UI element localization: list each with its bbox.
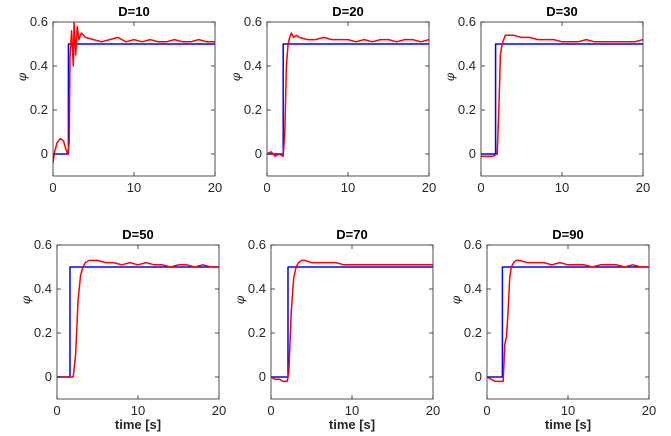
y-tick-label: 0.2: [248, 325, 266, 340]
x-tick-label: 10: [131, 403, 145, 418]
y-tick-label: 0.2: [34, 325, 52, 340]
y-tick-label: 0.6: [458, 14, 476, 29]
y-tick-label: 0.2: [30, 102, 48, 117]
x-axis-label: time [s]: [115, 417, 161, 432]
y-tick-label: 0.4: [464, 281, 482, 296]
x-tick-label: 0: [483, 403, 490, 418]
y-tick-label: 0.4: [34, 281, 52, 296]
response-line: [267, 32, 429, 157]
plot-area: [271, 245, 433, 399]
reference-step-line: [53, 43, 215, 155]
reference-step-line: [271, 266, 433, 378]
reference-step-line: [481, 43, 643, 155]
plot-area: [53, 22, 215, 176]
y-tick-label: 0.4: [248, 281, 266, 296]
y-axis-label: φ: [449, 295, 463, 304]
x-axis-label: time [s]: [545, 417, 591, 432]
x-tick-label: 0: [53, 403, 60, 418]
y-tick-label: 0.2: [458, 102, 476, 117]
response-line: [487, 259, 649, 383]
chart-title: D=50: [122, 227, 153, 242]
y-tick-label: 0: [259, 369, 266, 384]
x-tick-label: 0: [477, 180, 484, 195]
y-tick-label: 0.2: [464, 325, 482, 340]
y-tick-label: 0.4: [244, 58, 262, 73]
chart-panel-2: 0 10 20 0 0.2 0.4 0.6 D=20 φ: [229, 4, 436, 195]
response-line: [53, 22, 215, 163]
chart-title: D=10: [118, 4, 149, 19]
y-tick-label: 0.4: [30, 58, 48, 73]
x-axis-label: time [s]: [329, 417, 375, 432]
plot-area: [267, 22, 429, 176]
x-tick-label: 20: [212, 403, 226, 418]
chart-panel-4: 0 10 20 0 0.2 0.4 0.6 D=50 φ time [s]: [19, 227, 226, 432]
response-line: [481, 34, 643, 157]
y-tick-label: 0: [45, 369, 52, 384]
chart-panel-5: 0 10 20 0 0.2 0.4 0.6 D=70 φ time [s]: [233, 227, 440, 432]
y-axis-label: φ: [233, 295, 247, 304]
chart-title: D=70: [336, 227, 367, 242]
x-tick-label: 10: [555, 180, 569, 195]
response-line: [57, 259, 219, 378]
x-tick-label: 0: [263, 180, 270, 195]
x-tick-label: 20: [208, 180, 222, 195]
y-tick-label: 0.6: [244, 14, 262, 29]
y-tick-label: 0: [469, 146, 476, 161]
chart-title: D=30: [546, 4, 577, 19]
plot-area: [487, 245, 649, 399]
y-tick-label: 0: [475, 369, 482, 384]
y-tick-label: 0: [41, 146, 48, 161]
y-axis-label: φ: [229, 72, 243, 81]
x-tick-label: 20: [422, 180, 436, 195]
reference-step-line: [487, 266, 649, 378]
y-tick-label: 0.6: [464, 237, 482, 252]
y-axis-label: φ: [19, 295, 33, 304]
chart-title: D=20: [332, 4, 363, 19]
x-tick-label: 10: [127, 180, 141, 195]
plot-area: [57, 245, 219, 399]
y-tick-label: 0.6: [248, 237, 266, 252]
chart-title: D=90: [552, 227, 583, 242]
y-tick-label: 0.6: [30, 14, 48, 29]
chart-panel-6: 0 10 20 0 0.2 0.4 0.6 D=90 φ time [s]: [449, 227, 656, 432]
response-line: [271, 259, 433, 383]
x-tick-label: 20: [642, 403, 656, 418]
y-tick-label: 0.4: [458, 58, 476, 73]
y-tick-label: 0: [255, 146, 262, 161]
plot-area: [481, 22, 643, 176]
x-tick-label: 0: [267, 403, 274, 418]
x-tick-label: 0: [49, 180, 56, 195]
x-tick-label: 10: [561, 403, 575, 418]
x-tick-label: 10: [341, 180, 355, 195]
chart-panel-3: 0 10 20 0 0.2 0.4 0.6 D=30 φ: [443, 4, 650, 195]
x-tick-label: 20: [426, 403, 440, 418]
x-tick-label: 20: [636, 180, 650, 195]
y-tick-label: 0.6: [34, 237, 52, 252]
x-tick-label: 10: [345, 403, 359, 418]
reference-step-line: [267, 43, 429, 155]
y-axis-label: φ: [15, 72, 29, 81]
y-tick-label: 0.2: [244, 102, 262, 117]
chart-panel-1: 0 10 20 0 0.2 0.4 0.6 D=10 φ: [15, 4, 222, 195]
y-axis-label: φ: [443, 72, 457, 81]
